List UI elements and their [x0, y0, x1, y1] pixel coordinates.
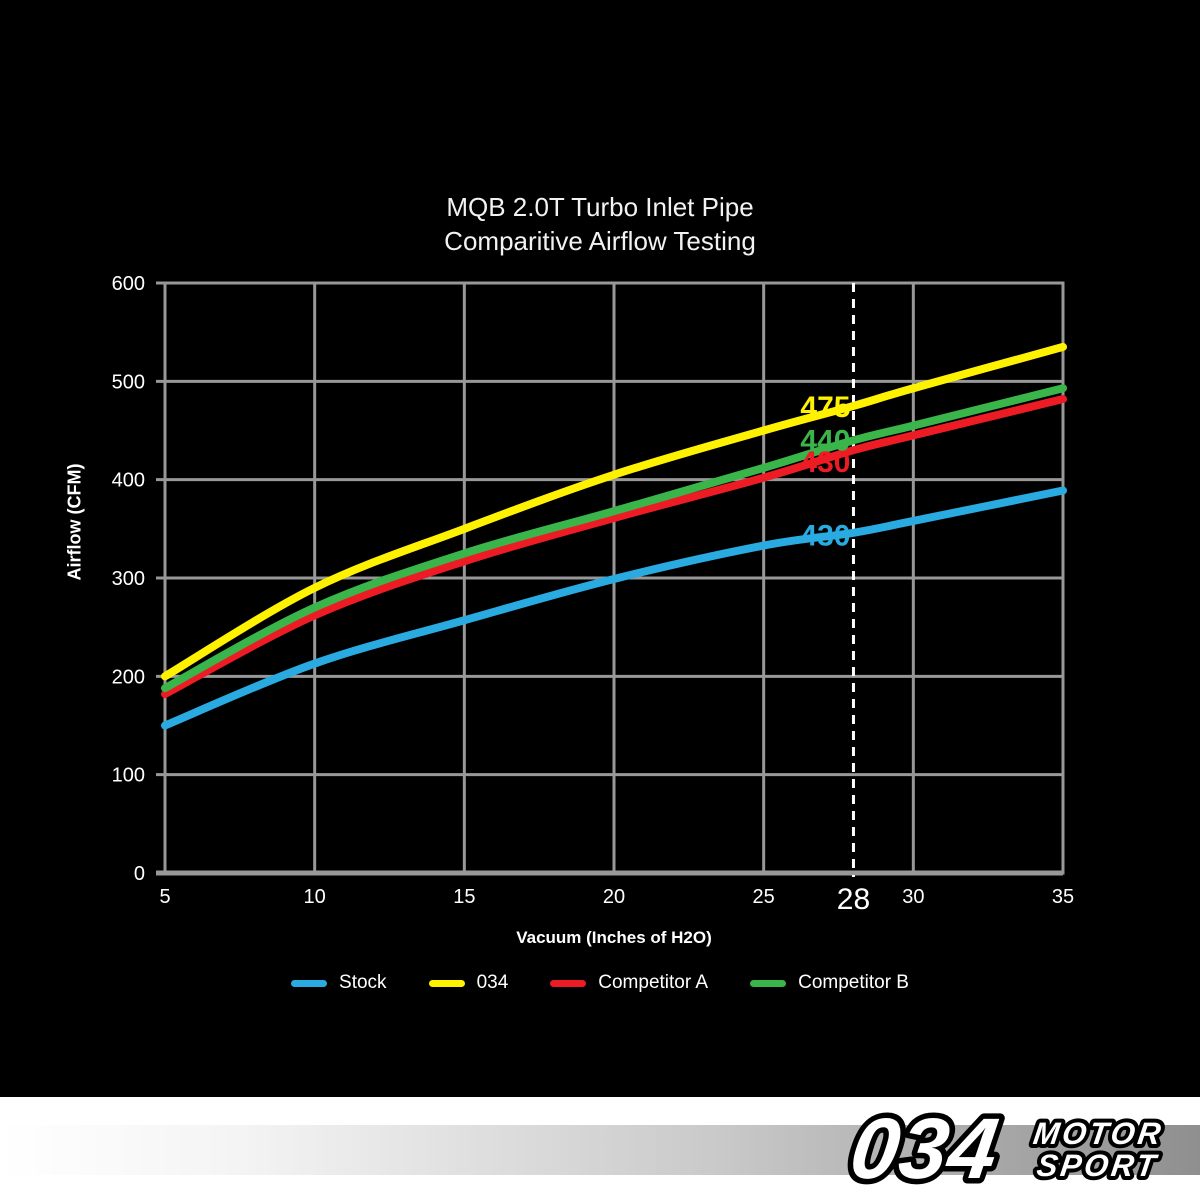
- x-tick-label-20: 20: [603, 886, 625, 908]
- stock-line-swatch: [291, 979, 328, 987]
- logo-word-sport: SPORT: [1035, 1148, 1161, 1183]
- x-tick-label-10: 10: [304, 886, 326, 908]
- legend-label-stock: Stock: [339, 972, 387, 993]
- competitor-b-line-swatch: [750, 979, 787, 987]
- y-tick-label-0: 0: [134, 863, 145, 885]
- chart-title: MQB 2.0T Turbo Inlet Pipe Comparitive Ai…: [0, 190, 1200, 258]
- 034motorsport-logo: 034 MOTOR SPORT: [839, 1096, 1170, 1200]
- x-tick-label-35: 35: [1052, 886, 1074, 908]
- chart-legend: Stock 034 Competitor A Competitor B: [0, 972, 1200, 994]
- series-line-stock: [161, 486, 1067, 730]
- y-tick-label-100: 100: [112, 765, 145, 787]
- chart-title-line1: MQB 2.0T Turbo Inlet Pipe: [446, 192, 754, 222]
- x-tick-label-25: 25: [753, 886, 775, 908]
- 034-line-swatch: [428, 979, 465, 987]
- legend-label-competitor-b: Competitor B: [798, 972, 909, 993]
- legend-item-competitor-a: Competitor A: [550, 972, 708, 994]
- logo-word-motor: MOTOR: [1031, 1116, 1166, 1151]
- footer-gradient-band: [0, 1125, 1200, 1175]
- annotation-475: 475: [800, 391, 850, 424]
- series-line-competitor-a: [161, 395, 1067, 699]
- chart-region: MQB 2.0T Turbo Inlet Pipe Comparitive Ai…: [0, 0, 1200, 1097]
- y-tick-label-500: 500: [112, 371, 145, 393]
- airflow-line-chart: 0 100 200 300 400 500 600 5 10 15 20 25 28 30 35 475440…: [112, 273, 1075, 916]
- competitor-a-line-swatch: [550, 979, 587, 987]
- chart-title-line2: Comparitive Airflow Testing: [444, 226, 756, 256]
- annotation-430: 430: [800, 520, 850, 553]
- x-tick-label-5: 5: [159, 886, 170, 908]
- series-line-034: [161, 342, 1067, 681]
- legend-item-stock: Stock: [291, 972, 387, 994]
- legend-item-competitor-b: Competitor B: [750, 972, 909, 994]
- legend-item-034: 034: [428, 972, 509, 994]
- x-tick-label-30: 30: [902, 886, 924, 908]
- x-tick-label-28: 28: [837, 883, 870, 916]
- y-tick-label-600: 600: [112, 273, 145, 295]
- y-tick-label-300: 300: [112, 568, 145, 590]
- y-tick-label-200: 200: [112, 666, 145, 688]
- legend-label-competitor-a: Competitor A: [598, 972, 709, 993]
- annotation-430: 430: [800, 446, 850, 479]
- x-axis-label: Vacuum (Inches of H2O): [516, 928, 712, 947]
- y-tick-label-400: 400: [112, 470, 145, 492]
- series-line-competitor-b: [161, 384, 1067, 693]
- annotation-440: 440: [800, 424, 850, 457]
- x-tick-label-15: 15: [453, 886, 475, 908]
- legend-label-034: 034: [476, 972, 509, 993]
- logo-number: 034: [845, 1101, 1005, 1197]
- footer: 034 MOTOR SPORT: [0, 1096, 1200, 1200]
